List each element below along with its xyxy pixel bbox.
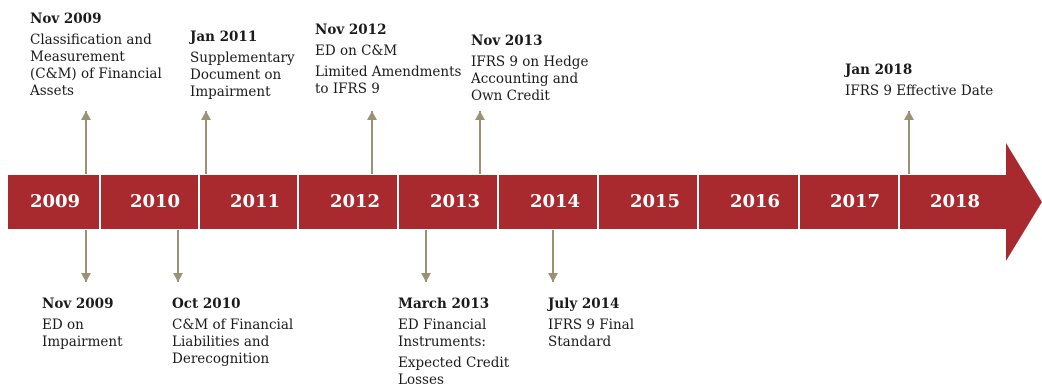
year-label-2013: 2013 <box>429 191 481 212</box>
year-label-2011: 2011 <box>229 191 281 212</box>
connector-arrow-down <box>173 230 183 282</box>
timeline-arrow <box>8 143 1042 261</box>
event-date: March 2013 <box>398 296 490 312</box>
connector-arrow-down <box>81 230 91 282</box>
event-above-nov-2009: Nov 2009 Classification and Measurement … <box>30 11 190 100</box>
event-text: Limited Amendments <box>315 64 462 80</box>
connector-arrow-up <box>904 111 914 174</box>
year-label-2014: 2014 <box>529 191 581 212</box>
year-label-2015: 2015 <box>629 191 681 212</box>
event-below-nov-2009: Nov 2009 ED on Impairment <box>42 296 152 351</box>
event-below-oct-2010: Oct 2010 C&M of Financial Liabilities an… <box>172 296 312 368</box>
event-text: to IFRS 9 <box>315 81 380 97</box>
year-label-2018: 2018 <box>929 191 981 212</box>
year-label-2009: 2009 <box>29 191 81 212</box>
connector-arrow-up <box>475 111 485 174</box>
event-above-jan-2018: Jan 2018 IFRS 9 Effective Date <box>845 62 1025 100</box>
event-text: (C&M) of Financial <box>30 66 162 82</box>
event-text: C&M of Financial <box>172 317 294 333</box>
event-date: Nov 2012 <box>315 22 387 38</box>
event-text: Losses <box>398 372 444 388</box>
event-date: July 2014 <box>548 296 620 312</box>
event-text: Assets <box>30 83 74 99</box>
event-text: Derecognition <box>172 351 270 367</box>
event-above-nov-2013: Nov 2013 IFRS 9 on Hedge Accounting and … <box>471 33 611 105</box>
event-text: Supplementary <box>190 50 295 66</box>
year-label-2017: 2017 <box>829 191 881 212</box>
event-text: ED on <box>42 317 84 333</box>
event-text: ED Financial <box>398 317 487 333</box>
event-text: Expected Credit <box>398 355 510 371</box>
event-text: ED on C&M <box>315 43 398 59</box>
event-below-march-2013: March 2013 ED Financial Instruments: Exp… <box>398 296 528 389</box>
event-date: Jan 2011 <box>190 29 258 45</box>
event-above-nov-2012: Nov 2012 ED on C&M Limited Amendments to… <box>315 22 475 98</box>
event-text: Liabilities and <box>172 334 270 350</box>
event-text: Classification and <box>30 32 152 48</box>
event-text: Document on <box>190 67 282 83</box>
event-above-jan-2011: Jan 2011 Supplementary Document on Impai… <box>190 29 310 101</box>
event-text: Own Credit <box>471 88 550 104</box>
event-text: Impairment <box>42 334 123 350</box>
connector-arrow-down <box>548 230 558 282</box>
connector-arrow-up <box>81 111 91 174</box>
event-date: Nov 2009 <box>30 11 102 27</box>
connector-arrow-up <box>367 111 377 174</box>
event-text: Accounting and <box>471 71 579 87</box>
event-text: Impairment <box>190 84 271 100</box>
year-label-2012: 2012 <box>329 191 381 212</box>
event-text: IFRS 9 Effective Date <box>845 83 994 99</box>
event-text: Standard <box>548 334 612 350</box>
event-date: Oct 2010 <box>172 296 241 312</box>
connector-arrow-down <box>421 230 431 282</box>
event-below-july-2014: July 2014 IFRS 9 Final Standard <box>548 296 668 351</box>
event-text: IFRS 9 Final <box>548 317 635 333</box>
year-label-2010: 2010 <box>129 191 181 212</box>
event-date: Nov 2013 <box>471 33 543 49</box>
event-date: Nov 2009 <box>42 296 114 312</box>
event-date: Jan 2018 <box>845 62 913 78</box>
event-text: IFRS 9 on Hedge <box>471 54 589 70</box>
year-label-2016: 2016 <box>729 191 781 212</box>
event-text: Instruments: <box>398 334 486 350</box>
event-text: Measurement <box>30 49 125 65</box>
connector-arrow-up <box>201 111 211 174</box>
